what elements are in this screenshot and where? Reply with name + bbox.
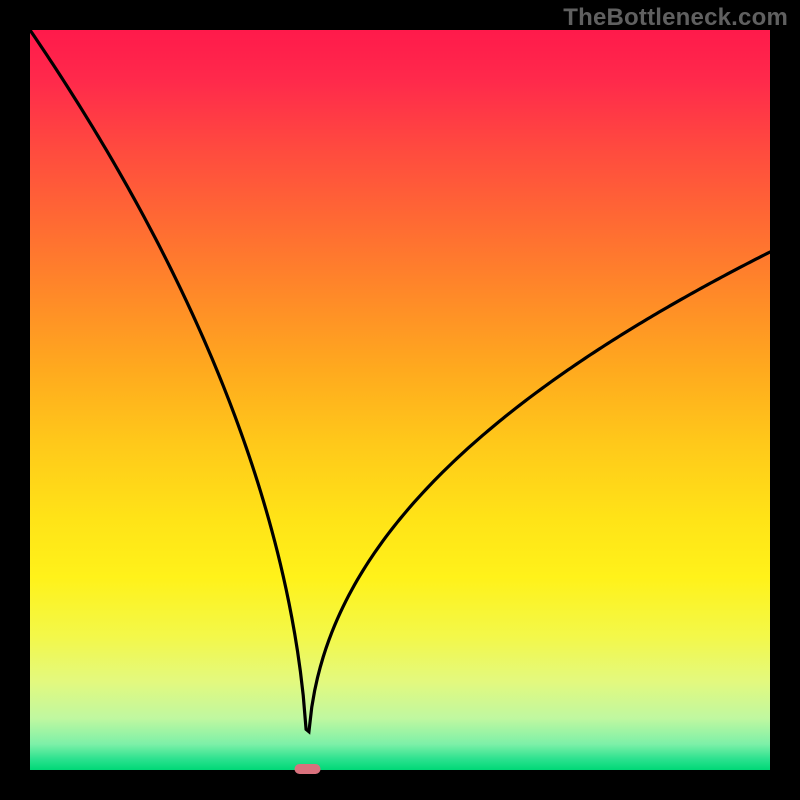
bottleneck-chart [0,0,800,800]
watermark-text: TheBottleneck.com [563,4,788,32]
plot-background [30,30,770,770]
optimum-marker [295,764,321,774]
